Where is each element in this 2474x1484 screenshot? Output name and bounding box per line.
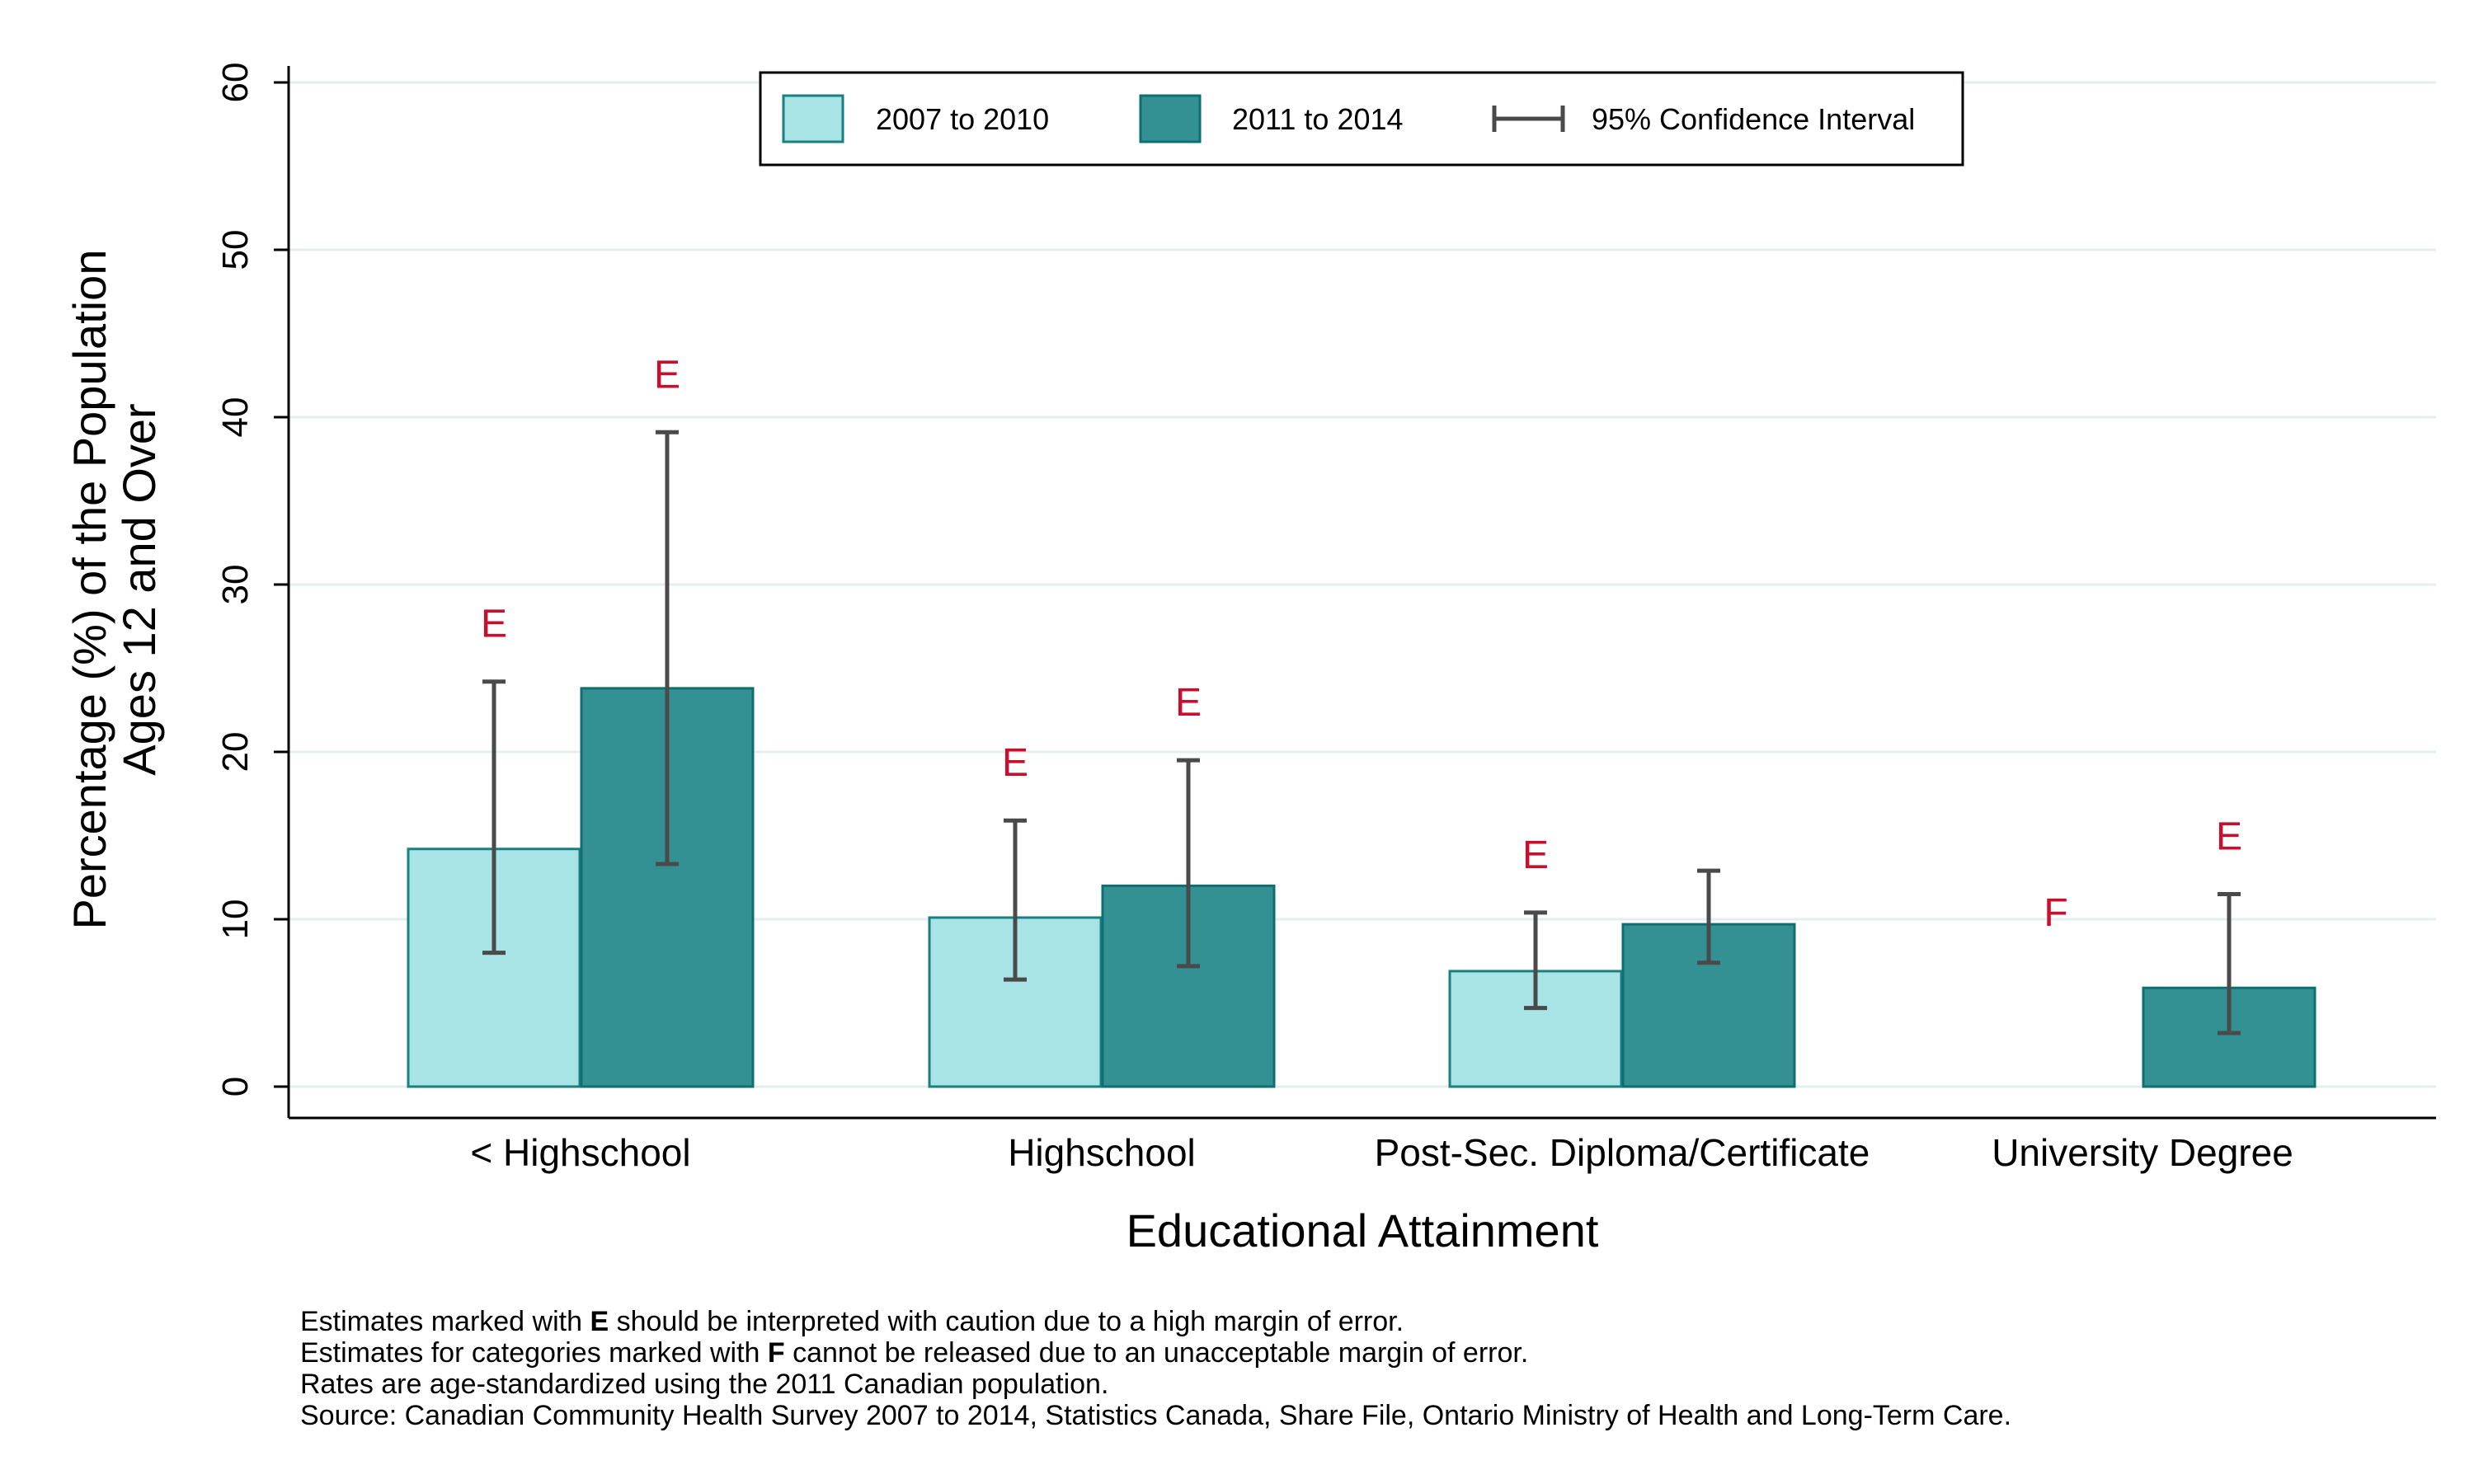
y-tick: 60 bbox=[215, 63, 256, 103]
estimate-flag: E bbox=[2216, 815, 2242, 859]
estimate-flag: E bbox=[654, 353, 680, 397]
legend-box bbox=[759, 71, 1964, 167]
confidence-intervals bbox=[482, 430, 2241, 1036]
y-tick: 10 bbox=[215, 899, 256, 940]
y-tick-label: 20 bbox=[215, 732, 256, 773]
x-axis-title: Educational Attainment bbox=[1126, 1205, 1599, 1256]
error-bar bbox=[656, 430, 679, 866]
footnote-age-standardized: Rates are age-standardized using the 201… bbox=[300, 1369, 1109, 1400]
y-axis-title-line-2: Ages 12 and Over bbox=[113, 403, 165, 775]
y-tick-label: 30 bbox=[215, 565, 256, 605]
estimate-flag: F bbox=[2044, 891, 2067, 935]
y-tick-label: 60 bbox=[215, 63, 256, 103]
error-bar bbox=[1524, 910, 1547, 1011]
y-tick: 40 bbox=[215, 397, 256, 438]
ci-legend-icon bbox=[1492, 106, 1565, 132]
bar bbox=[2142, 986, 2316, 1088]
legend: 2007 to 2010 2011 to 2014 95% Confidence… bbox=[759, 71, 1964, 167]
legend-label-ci: 95% Confidence Interval bbox=[1592, 102, 1915, 136]
error-bar bbox=[1177, 758, 1200, 969]
y-tick-label: 0 bbox=[215, 1077, 256, 1097]
footnote-e: Estimates marked with E should be interp… bbox=[300, 1306, 1404, 1337]
estimate-flag: E bbox=[1175, 681, 1202, 725]
error-bar bbox=[482, 679, 506, 956]
y-tick: 50 bbox=[215, 230, 256, 270]
legend-swatch-2011-2014 bbox=[1139, 94, 1202, 143]
x-category-label: Highschool bbox=[1008, 1131, 1196, 1174]
y-tick-label: 50 bbox=[215, 230, 256, 270]
estimate-flag: E bbox=[1522, 834, 1549, 877]
legend-label-2011-2014: 2011 to 2014 bbox=[1232, 102, 1404, 136]
axes bbox=[287, 66, 2436, 1120]
bars bbox=[407, 687, 2316, 1088]
error-bar bbox=[1697, 868, 1720, 965]
footnote-source: Source: Canadian Community Health Survey… bbox=[300, 1400, 2012, 1431]
x-category-labels: < Highschool Highschool Post-Sec. Diploma/… bbox=[470, 1131, 2293, 1174]
footnotes: Estimates marked with E should be interp… bbox=[300, 1306, 2011, 1431]
error-bar bbox=[2218, 892, 2241, 1036]
y-ticks: 0 10 20 30 40 50 60 bbox=[215, 63, 289, 1097]
legend-label-2007-2010: 2007 to 2010 bbox=[876, 102, 1049, 136]
y-tick: 20 bbox=[215, 732, 256, 773]
y-axis-title: Percentage (%) of the Population Ages 12… bbox=[63, 250, 165, 930]
x-category-label: < Highschool bbox=[470, 1131, 690, 1174]
y-axis-title-line-1: Percentage (%) of the Population bbox=[63, 250, 115, 930]
y-tick: 0 bbox=[215, 1077, 256, 1097]
x-category-label: Post-Sec. Diploma/Certificate bbox=[1375, 1131, 1870, 1174]
estimate-flag: E bbox=[1002, 741, 1028, 785]
x-category-label: University Degree bbox=[1992, 1131, 2293, 1174]
estimate-flags: E E E E E F E bbox=[481, 353, 2242, 935]
error-bar bbox=[1004, 818, 1027, 982]
y-tick-label: 10 bbox=[215, 899, 256, 940]
footnote-f: Estimates for categories marked with F c… bbox=[300, 1337, 1529, 1369]
y-tick: 30 bbox=[215, 565, 256, 605]
estimate-flag: E bbox=[481, 603, 507, 646]
y-tick-label: 40 bbox=[215, 397, 256, 438]
legend-swatch-2007-2010 bbox=[782, 94, 844, 143]
